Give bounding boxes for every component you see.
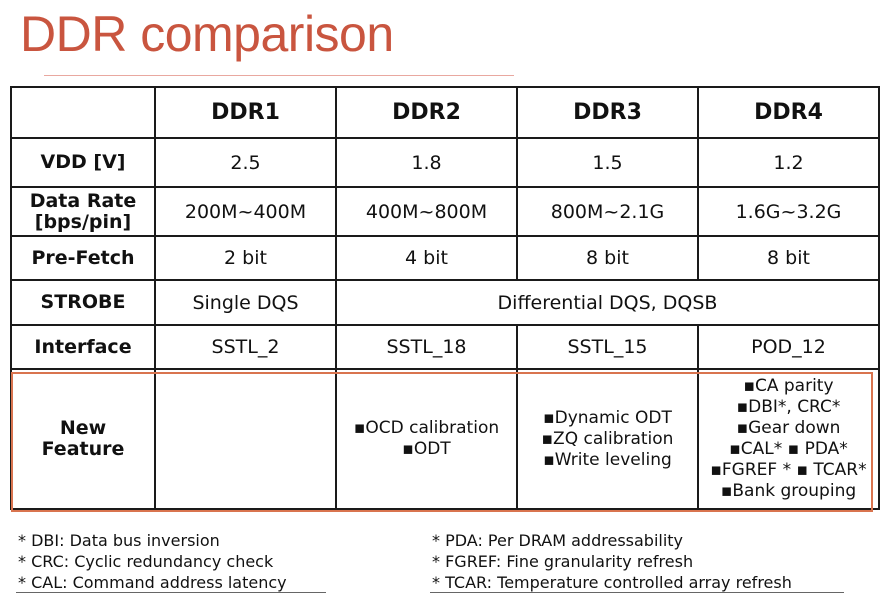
footnote-underline [430, 592, 844, 593]
list-item: ▪FGREF * ▪ TCAR* [710, 460, 867, 480]
table-cell [154, 368, 337, 510]
table-row: STROBE Single DQS Differential DQS, DQSB [10, 279, 880, 326]
row-header-line: [bps/pin] [34, 210, 132, 233]
table-cell: SSTL_18 [335, 324, 518, 370]
footnote: * TCAR: Temperature controlled array ref… [432, 573, 792, 592]
table-header-row: DDR1 DDR2 DDR3 DDR4 [10, 86, 880, 139]
list-item: ▪CA parity [743, 376, 834, 396]
table-cell: Single DQS [154, 279, 337, 326]
table-cell: 8 bit [697, 235, 880, 281]
row-header-line: Data Rate [29, 189, 137, 212]
table-cell: ▪OCD calibration ▪ODT [335, 368, 518, 510]
table-cell: SSTL_15 [516, 324, 699, 370]
table-cell: 8 bit [516, 235, 699, 281]
table-cell: 1.5 [516, 137, 699, 188]
footnote-underline [16, 592, 326, 593]
footnotes-right: * PDA: Per DRAM addressability * FGREF: … [432, 530, 792, 593]
footnote: * CAL: Command address latency [18, 573, 287, 592]
table-cell: POD_12 [697, 324, 880, 370]
list-item: ▪Bank grouping [720, 481, 857, 501]
col-header-ddr2: DDR2 [335, 86, 518, 139]
col-header-ddr4: DDR4 [697, 86, 880, 139]
row-header-vdd: VDD [V] [10, 137, 156, 188]
table-cell: 1.6G~3.2G [697, 186, 880, 237]
table-row: Interface SSTL_2 SSTL_18 SSTL_15 POD_12 [10, 324, 880, 370]
row-header-line: New [59, 417, 107, 439]
table-row: Pre-Fetch 2 bit 4 bit 8 bit 8 bit [10, 235, 880, 281]
table-cell-merged: Differential DQS, DQSB [335, 279, 880, 326]
col-header-ddr1: DDR1 [154, 86, 337, 139]
ddr-comparison-table: DDR1 DDR2 DDR3 DDR4 VDD [V] 2.5 1.8 1.5 … [10, 86, 880, 510]
footnote: * DBI: Data bus inversion [18, 531, 220, 550]
table-cell: 800M~2.1G [516, 186, 699, 237]
footnote: * CRC: Cyclic redundancy check [18, 552, 274, 571]
table-cell: 400M~800M [335, 186, 518, 237]
table-cell: 200M~400M [154, 186, 337, 237]
table-row: Data Rate [bps/pin] 200M~400M 400M~800M … [10, 186, 880, 237]
table-cell: 2 bit [154, 235, 337, 281]
row-header-interface: Interface [10, 324, 156, 370]
footnote: * FGREF: Fine granularity refresh [432, 552, 694, 571]
list-item: ▪OCD calibration [353, 418, 500, 438]
table-row: VDD [V] 2.5 1.8 1.5 1.2 [10, 137, 880, 188]
list-item: ▪ODT [402, 439, 451, 459]
page-title: DDR comparison [20, 6, 394, 62]
row-header-strobe: STROBE [10, 279, 156, 326]
table-cell: 4 bit [335, 235, 518, 281]
row-header-prefetch: Pre-Fetch [10, 235, 156, 281]
title-underline [44, 75, 514, 76]
table-cell: ▪Dynamic ODT ▪ZQ calibration ▪Write leve… [516, 368, 699, 510]
row-header-data-rate: Data Rate [bps/pin] [10, 186, 156, 237]
table-cell: 2.5 [154, 137, 337, 188]
col-header-ddr3: DDR3 [516, 86, 699, 139]
list-item: ▪Gear down [736, 418, 841, 438]
list-item: ▪CAL* ▪ PDA* [729, 439, 848, 459]
list-item: ▪DBI*, CRC* [736, 397, 841, 417]
corner-cell [10, 86, 156, 139]
list-item: ▪Write leveling [543, 449, 672, 470]
footnotes-left: * DBI: Data bus inversion * CRC: Cyclic … [18, 530, 287, 593]
row-header-new-feature: New Feature [10, 368, 156, 510]
table-cell: ▪CA parity ▪DBI*, CRC* ▪Gear down ▪CAL* … [697, 368, 880, 510]
list-item: ▪ZQ calibration [541, 428, 674, 449]
footnote: * PDA: Per DRAM addressability [432, 531, 684, 550]
table-cell: SSTL_2 [154, 324, 337, 370]
table-cell: 1.2 [697, 137, 880, 188]
list-item: ▪Dynamic ODT [543, 407, 672, 428]
table-cell: 1.8 [335, 137, 518, 188]
table-row: New Feature ▪OCD calibration ▪ODT ▪Dynam… [10, 368, 880, 510]
row-header-line: Feature [41, 438, 125, 460]
